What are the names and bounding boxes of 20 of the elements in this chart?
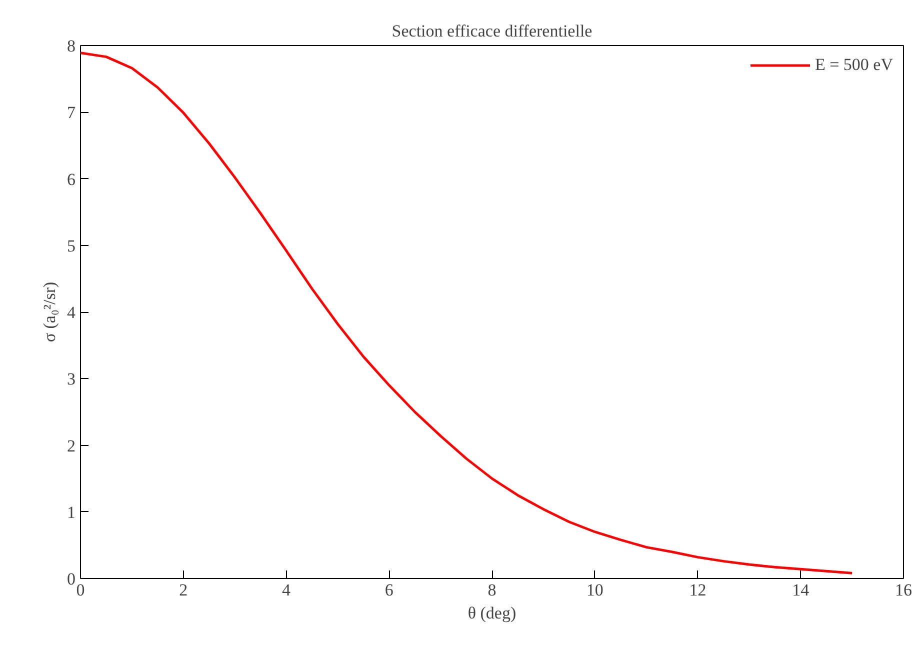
chart-title: Section efficace differentielle	[392, 22, 592, 40]
y-tick-label: 4	[67, 303, 76, 322]
x-tick-label: 14	[792, 580, 810, 600]
x-tick-label: 10	[586, 580, 604, 600]
legend-label: E = 500 eV	[814, 55, 893, 75]
x-tick-label: 8	[488, 580, 496, 600]
y-axis-title: σ (a₀²/sr)	[40, 282, 59, 342]
y-tick-label: 7	[67, 103, 76, 122]
y-tick-label: 3	[67, 370, 76, 389]
y-tick-label: 6	[67, 170, 76, 189]
x-tick-label: 6	[384, 580, 394, 600]
y-tick-label: 2	[67, 436, 76, 456]
x-axis-title: θ (deg)	[468, 604, 516, 622]
x-tick-label: 2	[179, 580, 188, 600]
y-tick-label: 5	[67, 236, 76, 256]
x-tick-label: 4	[282, 580, 291, 600]
x-tick-label: 12	[689, 580, 706, 600]
x-tick-label: 16	[895, 580, 912, 600]
y-tick-label: 1	[67, 502, 76, 522]
y-tick-label: 8	[67, 36, 76, 56]
